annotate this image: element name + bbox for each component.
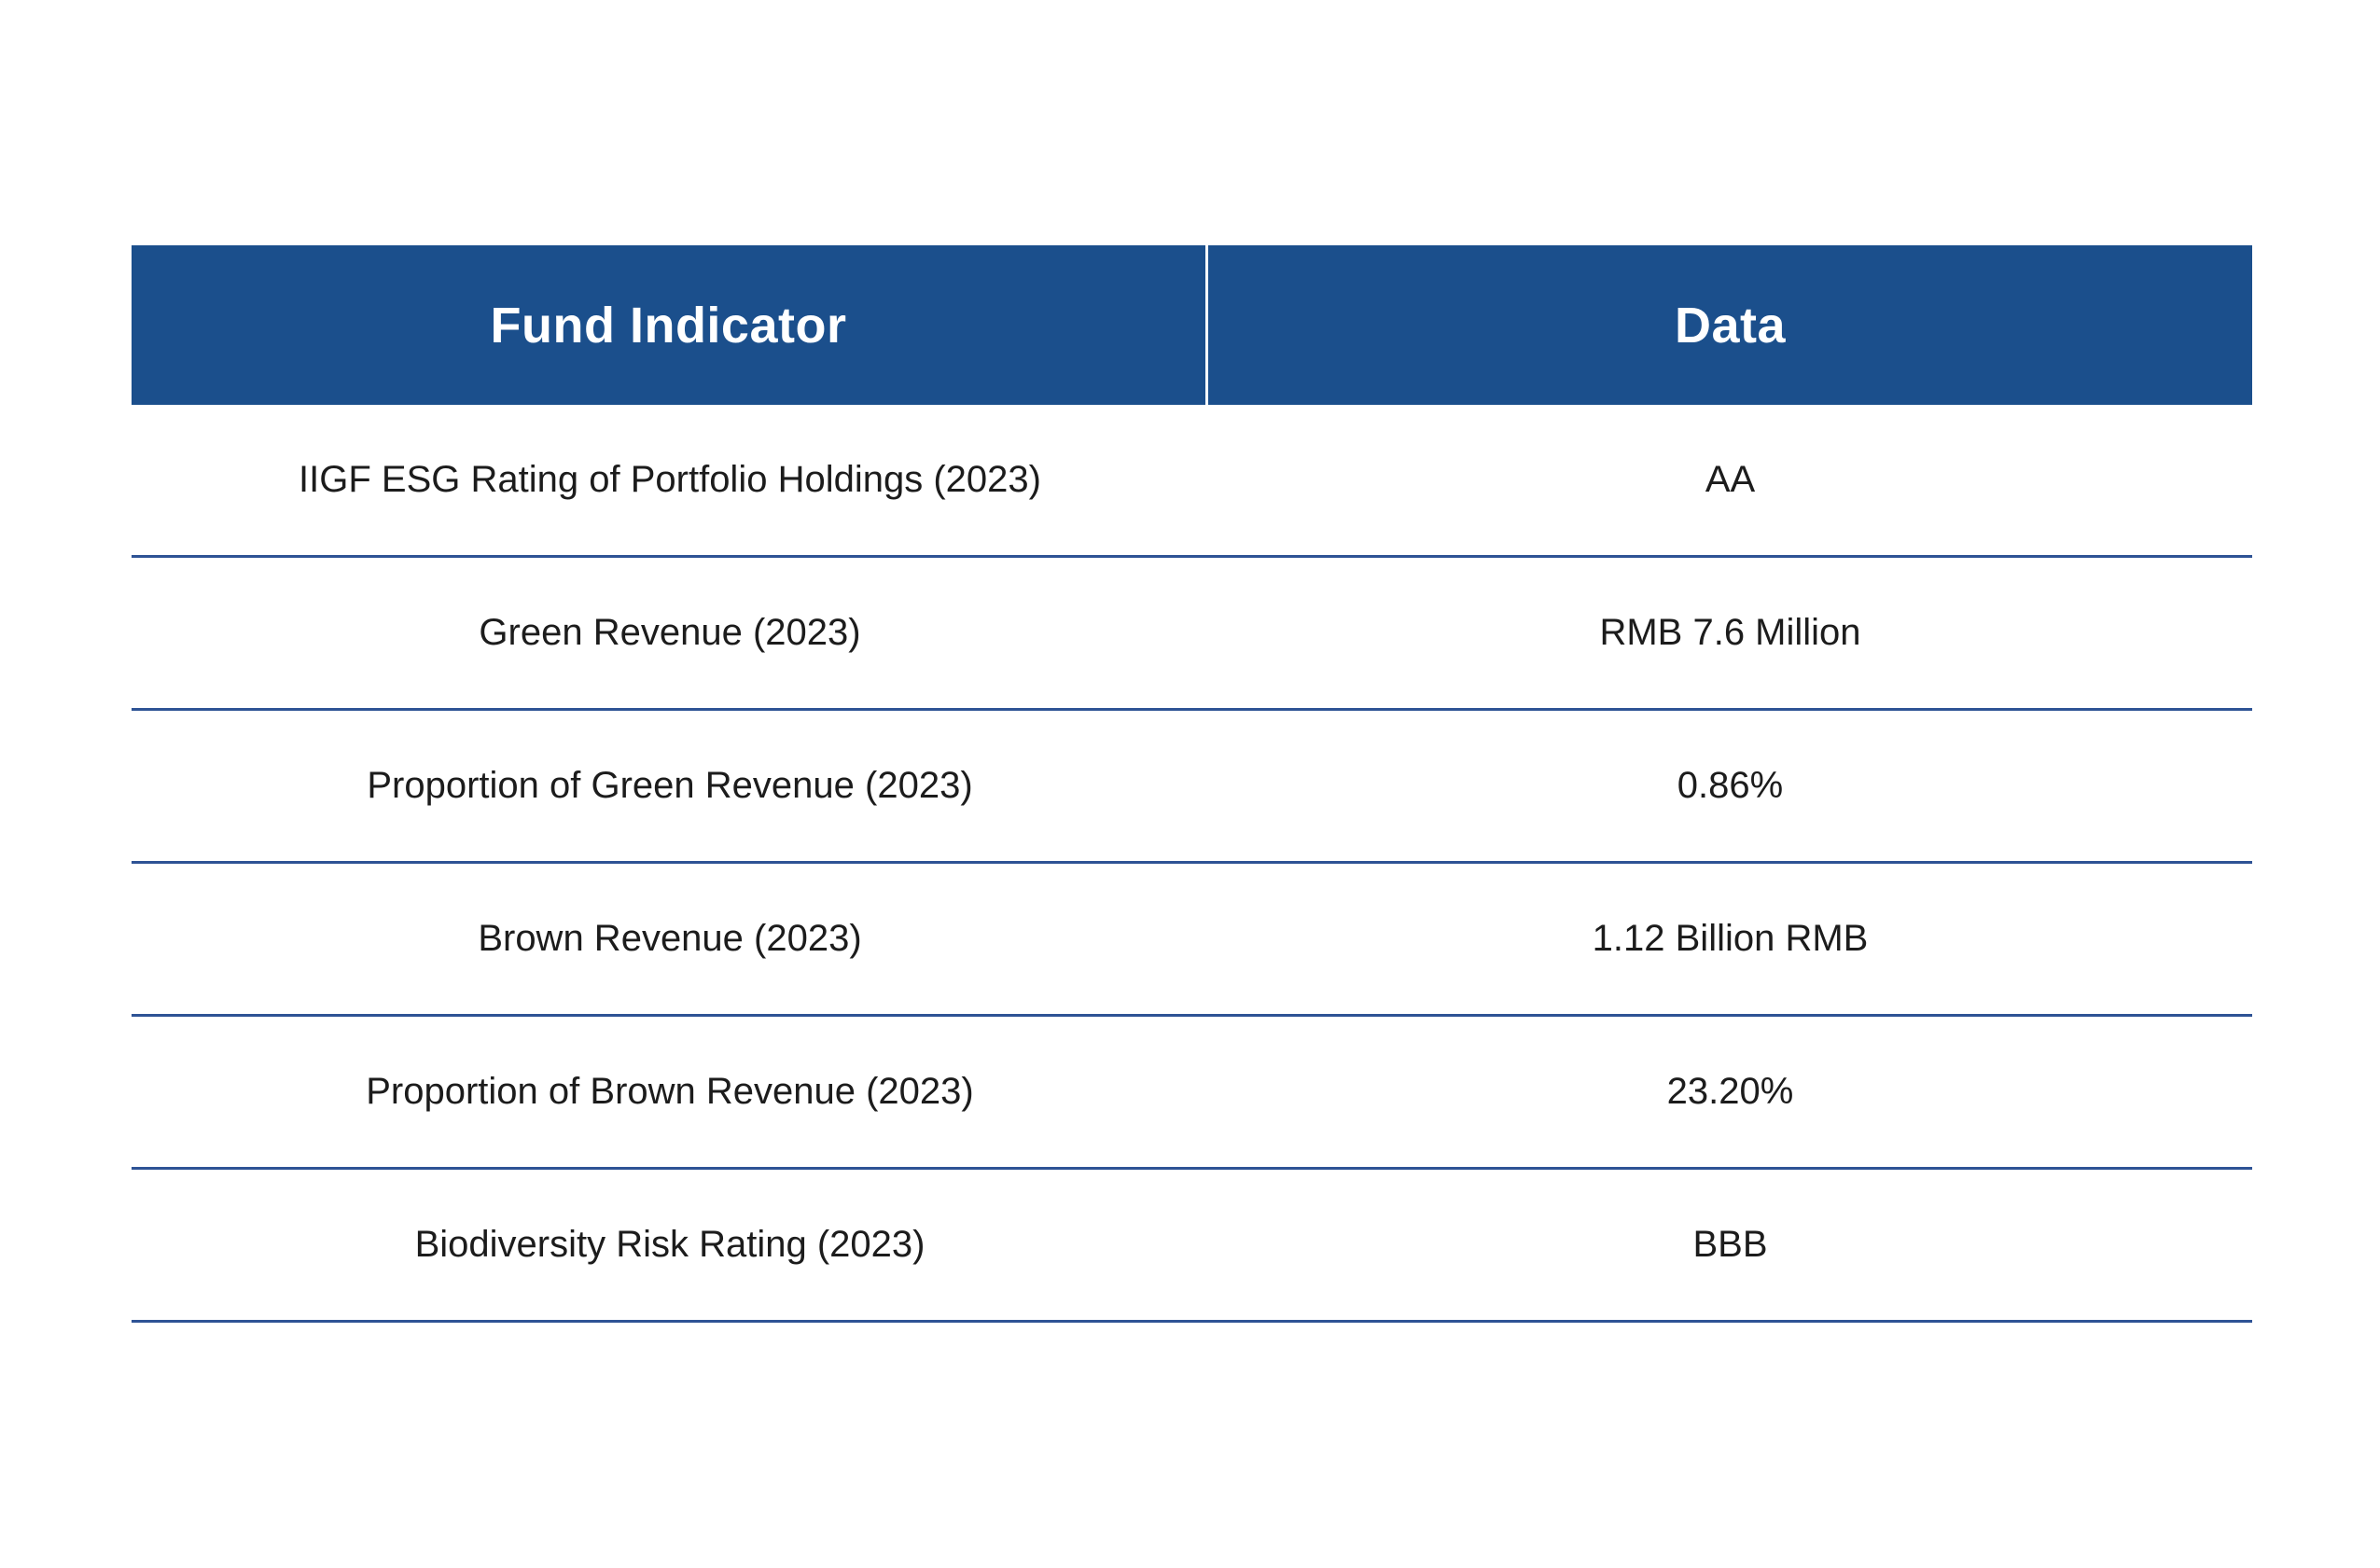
- data-text: 1.12 Billion RMB: [1592, 918, 1869, 959]
- indicator-cell: Proportion of Green Revenue (2023): [132, 711, 1208, 861]
- header-column-divider: [1205, 245, 1208, 405]
- indicator-text: Proportion of Green Revenue (2023): [367, 765, 973, 806]
- header-label-fund-indicator: Fund Indicator: [490, 297, 847, 354]
- header-cell-data: Data: [1208, 245, 2252, 405]
- table-row: Brown Revenue (2023) 1.12 Billion RMB: [132, 864, 2252, 1017]
- data-text: AA: [1705, 459, 1756, 500]
- indicator-text: Proportion of Brown Revenue (2023): [366, 1071, 974, 1112]
- indicator-cell: Green Revenue (2023): [132, 558, 1208, 708]
- indicator-text: Biodiversity Risk Rating (2023): [414, 1224, 926, 1265]
- indicator-text: IIGF ESG Rating of Portfolio Holdings (2…: [299, 459, 1041, 500]
- data-cell: 0.86%: [1208, 711, 2252, 861]
- data-cell: AA: [1208, 405, 2252, 555]
- indicator-cell: IIGF ESG Rating of Portfolio Holdings (2…: [132, 405, 1208, 555]
- data-cell: BBB: [1208, 1170, 2252, 1320]
- indicator-cell: Biodiversity Risk Rating (2023): [132, 1170, 1208, 1320]
- data-cell: 1.12 Billion RMB: [1208, 864, 2252, 1014]
- data-text: BBB: [1692, 1224, 1768, 1265]
- indicator-text: Brown Revenue (2023): [478, 918, 862, 959]
- table-row: Proportion of Brown Revenue (2023) 23.20…: [132, 1017, 2252, 1170]
- indicator-text: Green Revenue (2023): [479, 612, 861, 653]
- data-text: 0.86%: [1677, 765, 1784, 806]
- data-text: RMB 7.6 Million: [1599, 612, 1861, 653]
- indicator-cell: Proportion of Brown Revenue (2023): [132, 1017, 1208, 1167]
- table-row: Green Revenue (2023) RMB 7.6 Million: [132, 558, 2252, 711]
- indicator-cell: Brown Revenue (2023): [132, 864, 1208, 1014]
- table-row: Proportion of Green Revenue (2023) 0.86%: [132, 711, 2252, 864]
- table-row: Biodiversity Risk Rating (2023) BBB: [132, 1170, 2252, 1323]
- fund-indicator-table: Fund Indicator Data IIGF ESG Rating of P…: [132, 245, 2252, 1323]
- data-text: 23.20%: [1666, 1071, 1794, 1112]
- header-cell-fund-indicator: Fund Indicator: [132, 245, 1205, 405]
- data-cell: RMB 7.6 Million: [1208, 558, 2252, 708]
- table-header-row: Fund Indicator Data: [132, 245, 2252, 405]
- table-row: IIGF ESG Rating of Portfolio Holdings (2…: [132, 405, 2252, 558]
- data-cell: 23.20%: [1208, 1017, 2252, 1167]
- header-label-data: Data: [1674, 297, 1787, 354]
